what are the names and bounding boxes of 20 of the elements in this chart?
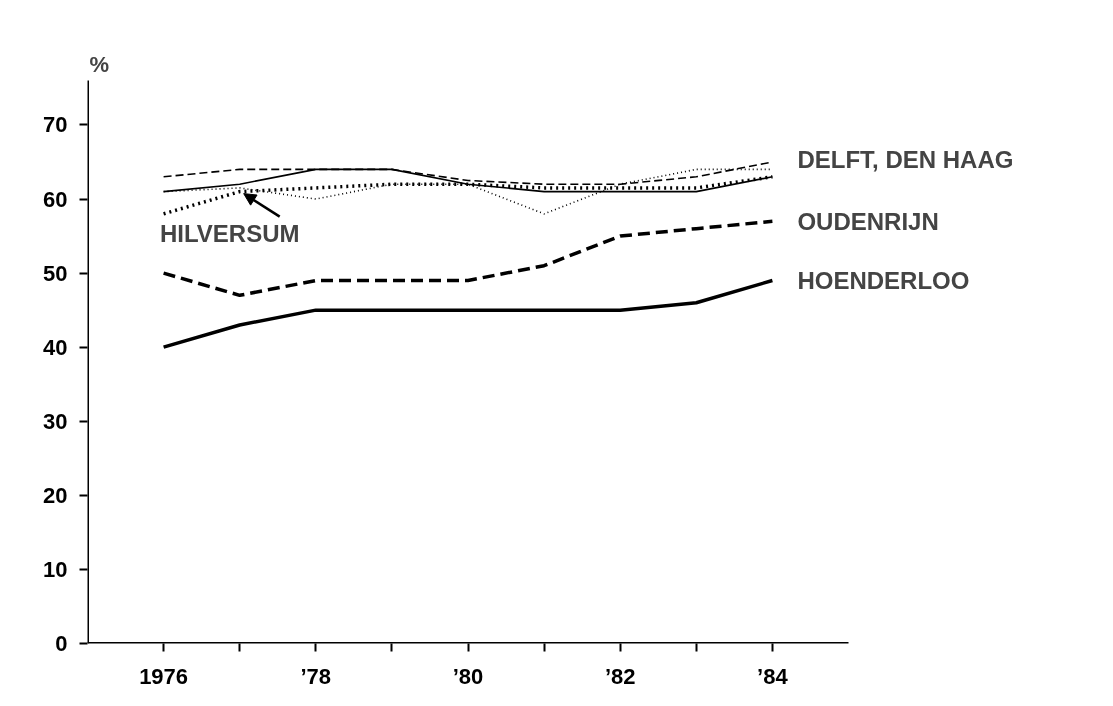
line-series [161,219,775,298]
y-tick-label: 30 [43,408,68,434]
x-tick-label: ’84 [757,663,789,689]
y-tick-label: 70 [43,112,68,138]
series-label: HOENDERLOO [797,267,970,295]
y-axis-title: % [89,51,110,77]
x-tick-label: ’82 [604,663,636,689]
y-tick-label: 50 [43,260,68,286]
x-tick-label: ’78 [300,663,332,689]
series-label: OUDENRIJN [797,207,939,235]
line-series [161,278,775,349]
annotation: DELFT, DEN HAAG [797,146,1014,174]
y-tick-label: 40 [43,334,68,360]
y-tick-label: 20 [43,482,68,508]
y-tick-label: 0 [55,631,68,656]
annotation: HILVERSUM [159,220,300,248]
y-tick-label: 60 [43,186,68,212]
x-tick-label: ’80 [452,663,484,689]
x-tick-label: 1976 [139,663,189,689]
y-tick-label: 10 [43,556,68,582]
